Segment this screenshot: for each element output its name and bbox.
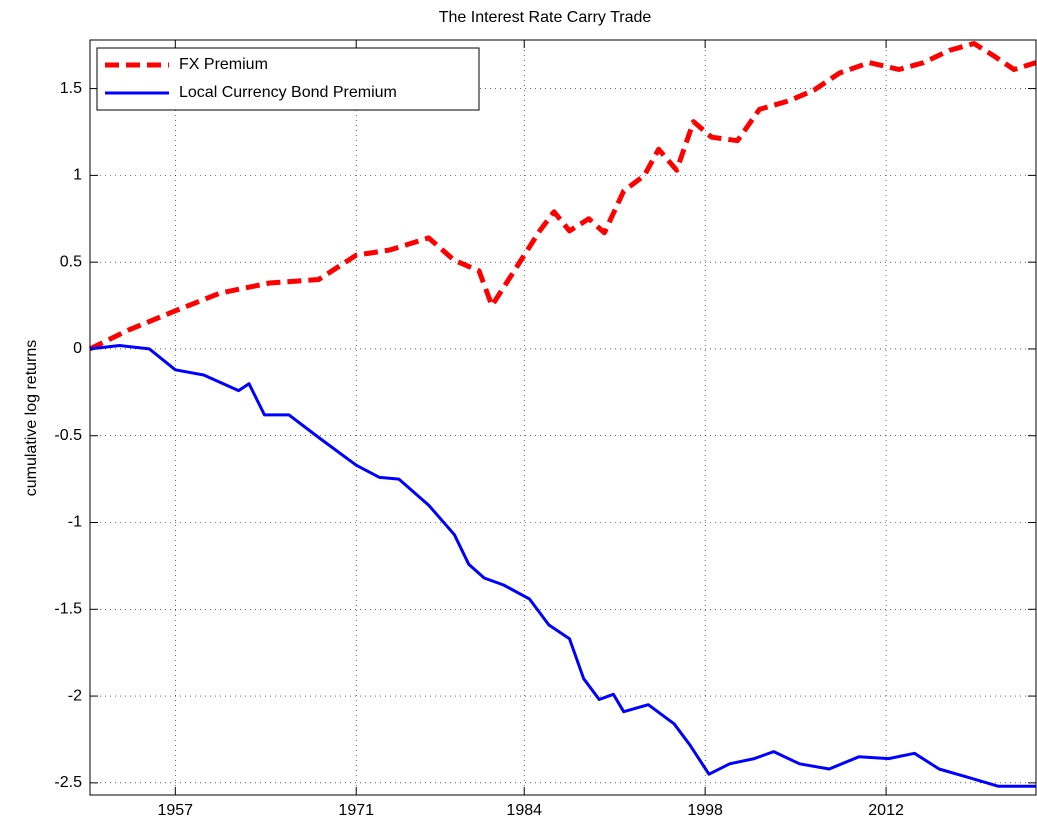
legend-label: FX Premium	[179, 56, 268, 73]
series-line	[88, 41, 1037, 352]
x-tick-label: 1957	[157, 802, 193, 819]
y-tick-label: -2	[68, 687, 82, 704]
legend-box	[96, 47, 480, 111]
series-line	[89, 344, 1036, 788]
y-tick-label: 1	[73, 167, 82, 184]
legend-label: Local Currency Bond Premium	[179, 84, 397, 101]
axes-box	[89, 39, 1037, 796]
y-tick-label: 0.5	[60, 253, 82, 270]
x-tick-label: 1984	[506, 802, 542, 819]
y-tick-label: 0	[73, 340, 82, 357]
y-tick-label: -1.5	[54, 601, 82, 618]
plot-area	[90, 40, 1036, 795]
x-tick-label: 1971	[338, 802, 374, 819]
y-tick-label: 1.5	[60, 80, 82, 97]
x-tick-label: 2012	[868, 802, 904, 819]
y-tick-label: -0.5	[54, 427, 82, 444]
chart-title: The Interest Rate Carry Trade	[439, 9, 652, 26]
y-tick-label: -2.5	[54, 774, 82, 791]
y-axis-label: cumulative log returns	[23, 340, 40, 497]
x-tick-label: 1998	[687, 802, 723, 819]
y-tick-label: -1	[68, 514, 82, 531]
